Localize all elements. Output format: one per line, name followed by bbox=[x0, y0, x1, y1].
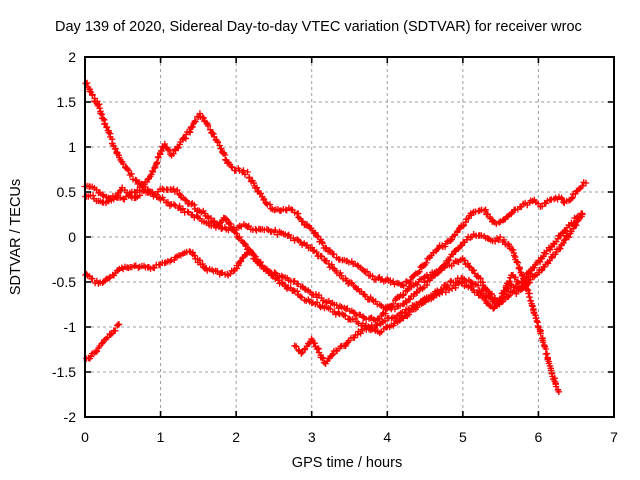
axis-layer: 0 1 2 3 4 5 6 7 -2 -1.5 -1 -0.5 0 0.5 1 1.5 2 bbox=[52, 49, 618, 445]
x-tick-label: 1 bbox=[157, 429, 165, 445]
x-tick-label: 6 bbox=[535, 429, 543, 445]
y-tick-label: -1.5 bbox=[52, 364, 76, 380]
y-tick-label: 1 bbox=[68, 139, 76, 155]
grid-layer bbox=[85, 57, 614, 417]
x-tick-label: 5 bbox=[459, 429, 467, 445]
x-tick-label: 7 bbox=[610, 429, 618, 445]
y-tick-label: 2 bbox=[68, 49, 76, 65]
x-tick-label: 3 bbox=[308, 429, 316, 445]
x-tick-label: 0 bbox=[81, 429, 89, 445]
x-axis-label: GPS time / hours bbox=[292, 455, 402, 471]
y-tick-label: 0 bbox=[68, 229, 76, 245]
y-axis-label: SDTVAR / TECUs bbox=[8, 179, 24, 295]
x-tick-label: 2 bbox=[232, 429, 240, 445]
y-tick-label: -1 bbox=[64, 319, 77, 335]
series-arc-b bbox=[81, 110, 590, 290]
series-arc-a bbox=[82, 79, 562, 395]
y-tick-label: -0.5 bbox=[52, 274, 76, 290]
y-tick-label: 1.5 bbox=[57, 94, 77, 110]
chart-title: Day 139 of 2020, Sidereal Day-to-day VTE… bbox=[55, 19, 582, 35]
x-tick-label: 4 bbox=[383, 429, 391, 445]
series-arc-d bbox=[83, 321, 123, 362]
y-tick-label: 0.5 bbox=[57, 184, 77, 200]
y-tick-label: -2 bbox=[64, 409, 77, 425]
